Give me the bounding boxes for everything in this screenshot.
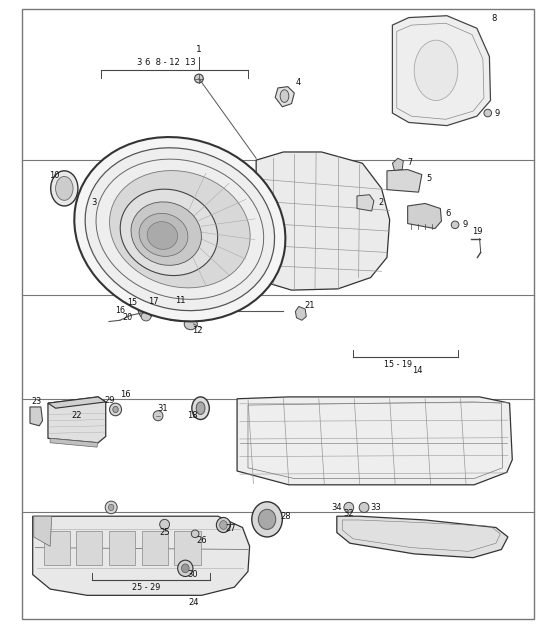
Ellipse shape [105,501,117,514]
Polygon shape [34,516,52,546]
Text: 10: 10 [49,171,60,180]
Polygon shape [295,306,306,320]
Text: 30: 30 [187,570,198,579]
Text: 16: 16 [115,306,125,315]
Ellipse shape [56,176,73,200]
Text: 20: 20 [123,313,132,322]
Ellipse shape [258,509,276,529]
Polygon shape [275,87,294,107]
Ellipse shape [153,411,163,421]
Text: 24: 24 [188,598,199,607]
Text: 15: 15 [127,298,137,307]
Ellipse shape [74,137,286,322]
Text: 12: 12 [192,326,203,335]
Text: 5: 5 [426,175,432,183]
Text: 32: 32 [343,509,354,518]
Ellipse shape [120,189,217,276]
Polygon shape [170,308,188,322]
Text: 3 6  8 - 12  13: 3 6 8 - 12 13 [137,58,196,67]
Bar [76,531,102,565]
Text: 7: 7 [408,158,413,166]
Text: 29: 29 [105,396,116,405]
Ellipse shape [181,564,189,573]
Polygon shape [30,407,43,426]
Ellipse shape [113,406,118,413]
Text: 1: 1 [196,45,202,54]
Text: 3: 3 [91,198,96,207]
Polygon shape [408,203,441,229]
Ellipse shape [484,109,492,117]
Text: 15 - 19: 15 - 19 [384,360,412,369]
Polygon shape [387,170,422,192]
Ellipse shape [160,519,169,529]
Ellipse shape [131,202,202,266]
Ellipse shape [192,397,209,420]
Ellipse shape [139,214,188,256]
Ellipse shape [141,312,151,321]
Ellipse shape [85,148,275,311]
Text: 8: 8 [491,14,496,23]
Ellipse shape [359,502,369,512]
Text: 25 - 29: 25 - 29 [132,583,160,592]
Polygon shape [86,187,98,198]
Text: 9: 9 [462,220,468,229]
Bar [174,531,201,565]
Ellipse shape [344,502,354,512]
Ellipse shape [451,221,459,229]
Bar [44,531,70,565]
Ellipse shape [108,504,114,511]
Polygon shape [33,516,250,595]
Ellipse shape [178,560,193,577]
Ellipse shape [252,502,282,537]
Text: 2: 2 [378,198,383,207]
Text: 16: 16 [120,390,131,399]
Text: 25: 25 [159,528,170,537]
Ellipse shape [51,171,78,206]
Polygon shape [392,16,490,126]
Ellipse shape [196,402,205,414]
Text: 6: 6 [446,209,451,218]
Text: 4: 4 [296,78,301,87]
Text: 23: 23 [32,398,42,406]
Text: 33: 33 [371,503,382,512]
Ellipse shape [414,40,458,100]
Ellipse shape [191,530,199,538]
Text: 17: 17 [148,297,159,306]
Bar [109,531,135,565]
Ellipse shape [110,403,122,416]
Ellipse shape [195,74,203,83]
Bar [142,531,168,565]
Text: 14: 14 [411,366,422,375]
Text: 28: 28 [280,512,291,521]
Polygon shape [48,397,106,443]
Ellipse shape [280,90,289,102]
Ellipse shape [138,296,154,319]
Polygon shape [237,397,512,485]
Text: 34: 34 [332,503,342,512]
Text: 27: 27 [226,524,237,533]
Text: 31: 31 [157,404,168,413]
Ellipse shape [147,222,178,249]
Text: 9: 9 [495,109,500,117]
Polygon shape [337,516,508,558]
Text: 19: 19 [471,227,482,236]
Polygon shape [48,397,106,408]
Ellipse shape [220,521,227,529]
Text: 26: 26 [196,536,207,544]
Text: 22: 22 [71,411,82,420]
Polygon shape [357,195,374,211]
Ellipse shape [110,171,250,288]
Text: 18: 18 [187,411,198,420]
Ellipse shape [216,517,231,533]
Polygon shape [392,158,403,171]
Text: 21: 21 [304,301,315,310]
Polygon shape [256,152,390,290]
Ellipse shape [184,318,197,330]
Text: 11: 11 [174,296,185,305]
Polygon shape [50,438,98,447]
